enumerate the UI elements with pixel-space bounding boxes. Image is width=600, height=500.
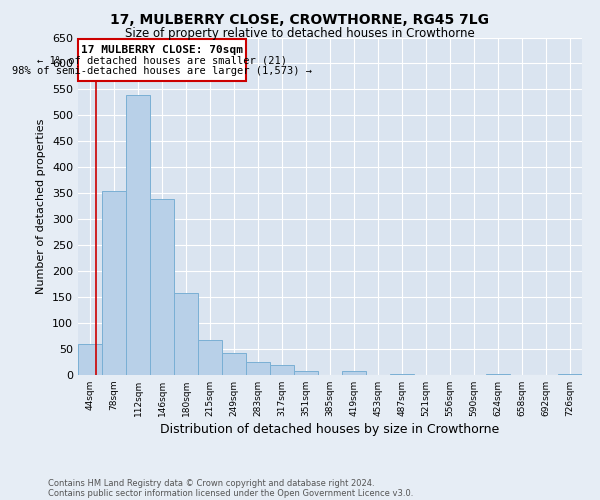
Bar xyxy=(174,293,198,375)
Bar xyxy=(78,38,246,80)
Bar xyxy=(270,364,294,375)
X-axis label: Distribution of detached houses by size in Crowthorne: Distribution of detached houses by size … xyxy=(160,423,500,436)
Text: Contains HM Land Registry data © Crown copyright and database right 2024.: Contains HM Land Registry data © Crown c… xyxy=(48,478,374,488)
Bar xyxy=(78,344,102,375)
Bar xyxy=(342,371,366,375)
Text: ← 1% of detached houses are smaller (21): ← 1% of detached houses are smaller (21) xyxy=(37,55,287,65)
Bar xyxy=(222,353,246,375)
Bar xyxy=(246,362,270,375)
Bar xyxy=(102,190,126,375)
Bar xyxy=(150,200,174,375)
Bar xyxy=(198,340,222,375)
Bar xyxy=(390,374,414,375)
Y-axis label: Number of detached properties: Number of detached properties xyxy=(37,118,46,294)
Bar xyxy=(486,374,510,375)
Text: Contains public sector information licensed under the Open Government Licence v3: Contains public sector information licen… xyxy=(48,488,413,498)
Bar xyxy=(558,374,582,375)
Bar xyxy=(294,371,318,375)
Text: 17 MULBERRY CLOSE: 70sqm: 17 MULBERRY CLOSE: 70sqm xyxy=(81,45,243,55)
Text: 17, MULBERRY CLOSE, CROWTHORNE, RG45 7LG: 17, MULBERRY CLOSE, CROWTHORNE, RG45 7LG xyxy=(110,12,490,26)
Text: 98% of semi-detached houses are larger (1,573) →: 98% of semi-detached houses are larger (… xyxy=(12,66,312,76)
Bar xyxy=(126,94,150,375)
Text: Size of property relative to detached houses in Crowthorne: Size of property relative to detached ho… xyxy=(125,28,475,40)
